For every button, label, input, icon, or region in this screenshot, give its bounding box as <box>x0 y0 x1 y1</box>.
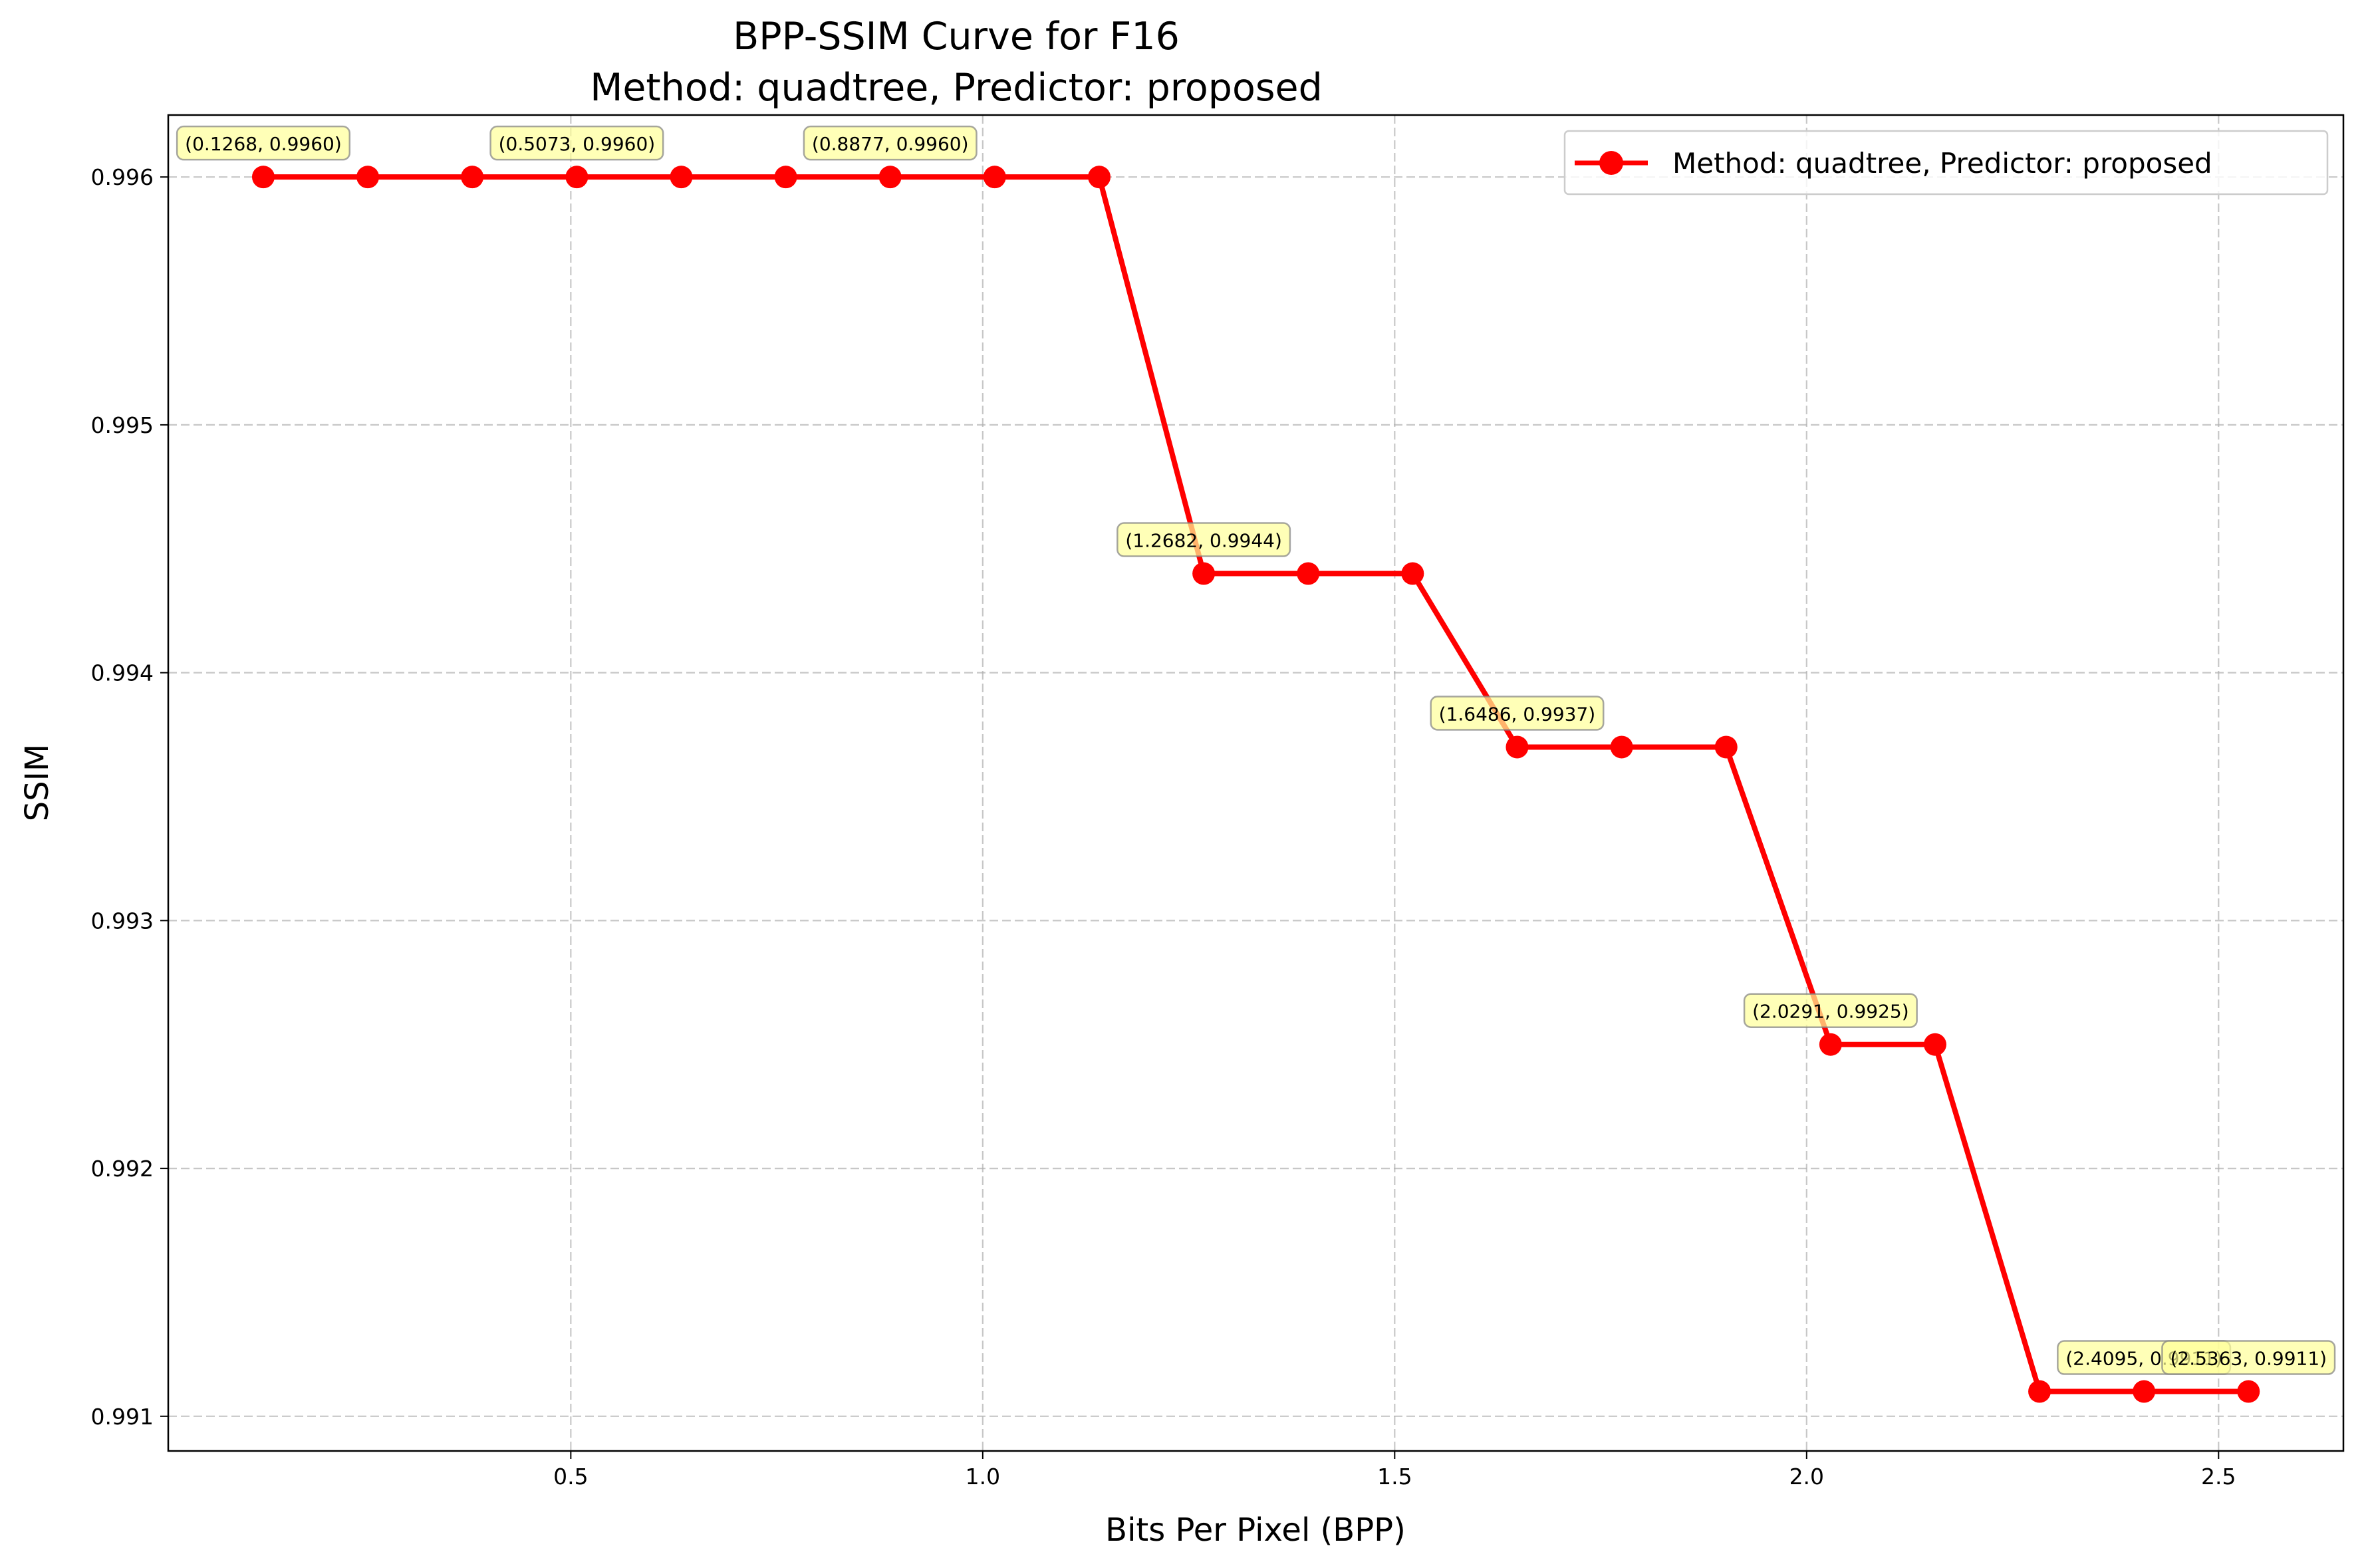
data-point <box>1610 735 1633 759</box>
x-tick-label: 1.0 <box>966 1464 1000 1490</box>
data-point <box>670 166 693 189</box>
annotation-box <box>176 125 351 161</box>
data-point <box>774 166 797 189</box>
annotation-box <box>2161 1340 2336 1375</box>
y-tick-label: 0.996 <box>91 164 154 190</box>
data-point <box>461 166 484 189</box>
y-axis-ticks: 0.991 0.992 0.993 0.994 0.995 0.996 <box>91 164 168 1430</box>
annotation-label: (2.5363, 0.9911) <box>2170 1348 2327 1370</box>
annotation-label: (2.0291, 0.9925) <box>1752 1001 1909 1023</box>
data-point <box>1923 1033 1946 1056</box>
annotation-label: (0.5073, 0.9960) <box>499 133 656 155</box>
data-point <box>1297 562 1320 585</box>
y-tick-label: 0.994 <box>91 660 154 686</box>
data-point <box>1192 562 1216 585</box>
point-annotation: (1.6486, 0.9937) <box>1430 696 1605 731</box>
annotation-box <box>1430 696 1605 731</box>
data-point <box>878 166 902 189</box>
x-tick-label: 1.5 <box>1377 1464 1412 1490</box>
x-axis-label: Bits Per Pixel (BPP) <box>1105 1511 1406 1549</box>
data-point <box>1088 166 1111 189</box>
chart-title-line-2: Method: quadtree, Predictor: proposed <box>590 66 1323 110</box>
point-annotation: (0.1268, 0.9960) <box>176 125 351 161</box>
data-point <box>983 166 1006 189</box>
point-annotation: (2.5363, 0.9911) <box>2161 1340 2336 1375</box>
point-annotation: (0.8877, 0.9960) <box>803 125 978 161</box>
x-tick-label: 0.5 <box>553 1464 588 1490</box>
data-point <box>2028 1380 2051 1403</box>
point-annotation: (0.5073, 0.9960) <box>489 125 664 161</box>
annotation-label: (1.6486, 0.9937) <box>1439 703 1596 725</box>
data-point <box>251 166 275 189</box>
series-line <box>263 174 2249 1394</box>
x-tick-label: 2.5 <box>2201 1464 2236 1490</box>
point-annotation: (2.0291, 0.9925) <box>1743 993 1918 1028</box>
data-point <box>356 166 380 189</box>
annotation-box <box>1116 522 1291 557</box>
y-tick-label: 0.992 <box>91 1156 154 1182</box>
grid-lines <box>168 115 2343 1451</box>
series-layer <box>251 166 2260 1403</box>
plot-area-frame <box>167 114 2345 1452</box>
y-tick-label: 0.991 <box>91 1404 154 1430</box>
y-tick-label: 0.995 <box>91 412 154 438</box>
chart-title-line-1: BPP-SSIM Curve for F16 <box>733 15 1180 59</box>
annotation-box <box>1743 993 1918 1028</box>
annotation-layer: (0.1268, 0.9960) (0.5073, 0.9960) (0.8877,… <box>176 125 2336 1375</box>
legend: Method: quadtree, Predictor: proposed <box>1563 130 2329 196</box>
legend-frame <box>1563 130 2329 196</box>
data-point <box>1506 735 1529 759</box>
y-tick-label: 0.993 <box>91 908 154 934</box>
point-annotation: (1.2682, 0.9944) <box>1116 522 1291 557</box>
data-point <box>2133 1380 2156 1403</box>
data-point <box>1819 1033 1842 1056</box>
data-point <box>1401 562 1424 585</box>
annotation-box <box>803 125 978 161</box>
x-axis-ticks: 0.5 1.0 1.5 2.0 2.5 <box>553 1451 2236 1490</box>
data-point <box>565 166 589 189</box>
data-point <box>1714 735 1738 759</box>
legend-dot-marker <box>1599 151 1623 175</box>
y-axis-label: SSIM <box>19 744 56 822</box>
annotation-box <box>489 125 664 161</box>
legend-label: Method: quadtree, Predictor: proposed <box>1672 147 2212 180</box>
annotation-label: (0.8877, 0.9960) <box>812 133 969 155</box>
annotation-label: (1.2682, 0.9944) <box>1125 530 1282 552</box>
data-point <box>2237 1380 2260 1403</box>
x-tick-label: 2.0 <box>1789 1464 1824 1490</box>
annotation-label: (0.1268, 0.9960) <box>185 133 342 155</box>
